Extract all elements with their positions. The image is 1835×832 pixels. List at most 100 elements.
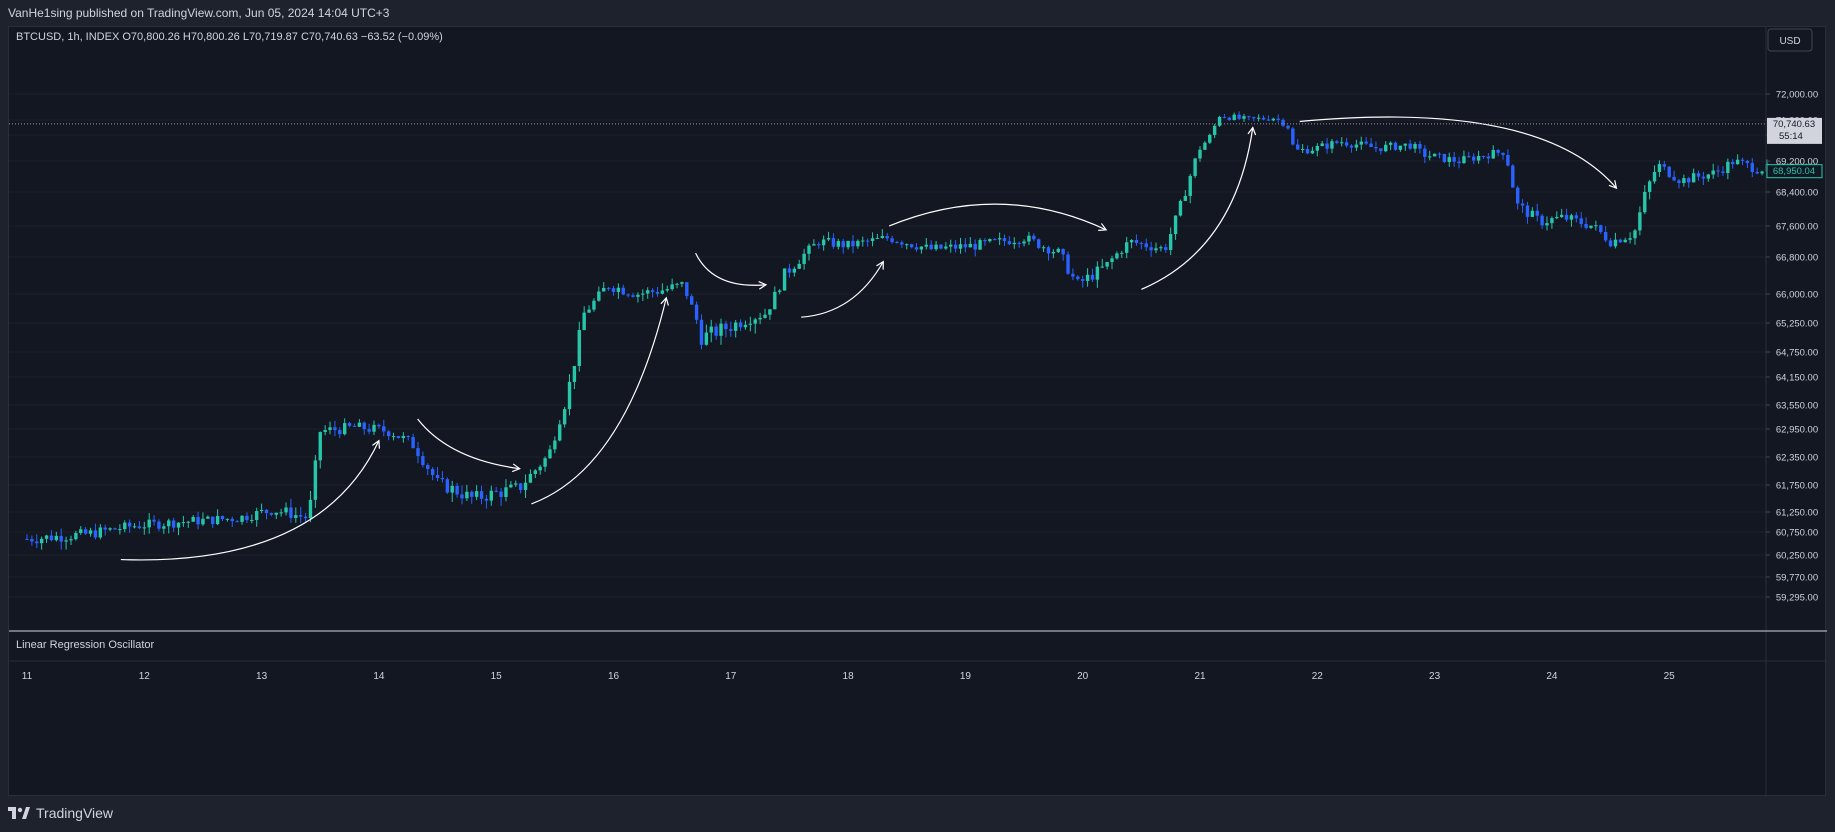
candle-body	[367, 429, 371, 432]
price-axis: 72,000.0071,000.0070,000.0069,200.0068,4…	[1766, 90, 1818, 604]
candle-body	[93, 530, 98, 538]
date-tick-label: 13	[256, 671, 268, 682]
date-tick-label: 14	[373, 671, 385, 682]
candle-body	[386, 431, 391, 437]
candle-body	[1442, 153, 1447, 162]
candle-body	[313, 460, 318, 500]
candle-body	[1139, 242, 1144, 244]
candle-body	[856, 240, 860, 247]
footer-brand-label: TradingView	[36, 805, 114, 821]
candle-body	[1305, 148, 1310, 154]
secondary-price-tag: 68,950.04	[1766, 164, 1823, 179]
annotation-arrow[interactable]	[417, 418, 520, 470]
candle-body	[1437, 153, 1442, 155]
candle-body	[1550, 218, 1554, 224]
candle-body	[1212, 125, 1217, 135]
price-tick-label: 60,750.00	[1776, 528, 1818, 539]
candle-body	[206, 516, 210, 519]
candle-body	[167, 520, 171, 527]
candle-body	[958, 244, 963, 249]
annotation-arrow[interactable]	[888, 203, 1107, 231]
candle-body	[1388, 142, 1393, 145]
price-chart[interactable]: 72,000.0071,000.0070,000.0069,200.0068,4…	[9, 27, 1827, 797]
symbol-info[interactable]: BTCUSD, 1h, INDEX O70,800.26 H70,800.26 …	[16, 31, 443, 43]
candle-body	[890, 238, 894, 242]
annotation-arrow[interactable]	[695, 252, 767, 286]
candle-body	[211, 516, 215, 525]
candle-body	[445, 479, 450, 493]
candle-body	[1022, 241, 1026, 244]
candle-body	[489, 490, 494, 501]
candle-body	[1276, 118, 1280, 120]
annotation-arrows	[120, 116, 1618, 561]
currency-button-bg[interactable]	[1767, 28, 1813, 52]
candle-body	[670, 284, 674, 290]
candle-body	[411, 436, 415, 449]
candle-body	[1540, 215, 1544, 226]
candle-body	[342, 423, 347, 435]
candle-body	[108, 528, 112, 530]
currency-button[interactable]: USD	[1779, 36, 1800, 47]
price-tick-label: 64,150.00	[1776, 373, 1818, 384]
annotation-arrowhead	[372, 439, 381, 449]
candle-body	[504, 487, 508, 498]
candle-body	[1315, 146, 1319, 151]
candle-body	[416, 448, 420, 457]
candle-body	[274, 512, 278, 515]
candle-body	[1491, 149, 1495, 159]
candle-body	[1164, 247, 1168, 250]
candle-body	[235, 521, 239, 523]
candle-body	[548, 449, 552, 459]
candle-body	[968, 243, 972, 248]
candle-body	[1711, 170, 1715, 175]
candle-body	[1603, 231, 1608, 241]
candle-body	[176, 522, 181, 528]
price-tick-label: 69,200.00	[1776, 157, 1818, 168]
published-byline: VanHe1sing published on TradingView.com,…	[8, 6, 390, 20]
annotation-arrow[interactable]	[1141, 127, 1254, 290]
annotation-arrow[interactable]	[1299, 116, 1617, 189]
candle-body	[582, 312, 586, 331]
candle-body	[1530, 210, 1535, 217]
candle-body	[1476, 156, 1481, 161]
candle-body	[885, 236, 889, 239]
candle-body	[694, 304, 699, 320]
candle-body	[1120, 252, 1124, 254]
annotation-arrow[interactable]	[120, 440, 380, 561]
candle-body	[1095, 266, 1100, 280]
candle-body	[1691, 173, 1696, 183]
footer-brand[interactable]: TradingView	[8, 805, 113, 821]
candle-body	[1085, 274, 1090, 281]
annotation-arrowhead	[1608, 180, 1618, 190]
candle-body	[1232, 114, 1236, 121]
candle-body	[435, 474, 440, 478]
candle-body	[289, 507, 293, 518]
candle-body	[1183, 195, 1188, 201]
candle-body	[1340, 142, 1344, 144]
candle-body	[690, 296, 694, 305]
candle-body	[944, 246, 948, 249]
candle-body	[518, 483, 523, 491]
candle-body	[1667, 166, 1671, 177]
candle-body	[636, 294, 640, 297]
candle-body	[748, 323, 753, 325]
candle-body	[255, 511, 259, 521]
candle-body	[1413, 143, 1417, 149]
candle-body	[738, 322, 743, 328]
candle-body	[1462, 156, 1466, 164]
candle-body	[768, 309, 772, 315]
candle-body	[465, 491, 469, 499]
countdown-label: 55:14	[1779, 131, 1803, 142]
candle-body	[1662, 164, 1667, 167]
indicator-label[interactable]: Linear Regression Oscillator	[16, 639, 155, 651]
price-tick-label: 60,250.00	[1776, 551, 1818, 562]
candle-body	[523, 482, 528, 491]
annotation-arrow[interactable]	[801, 261, 884, 318]
candle-body	[1735, 159, 1740, 165]
time-axis: 11 12 13 14 15 16 17 18 19 20 21 22 23 24 25	[22, 671, 1675, 682]
price-tick-label: 72,000.00	[1776, 90, 1818, 101]
annotation-arrow[interactable]	[531, 297, 667, 505]
candle-body	[1173, 215, 1178, 235]
candle-body	[303, 516, 308, 519]
candle-body	[299, 515, 303, 517]
